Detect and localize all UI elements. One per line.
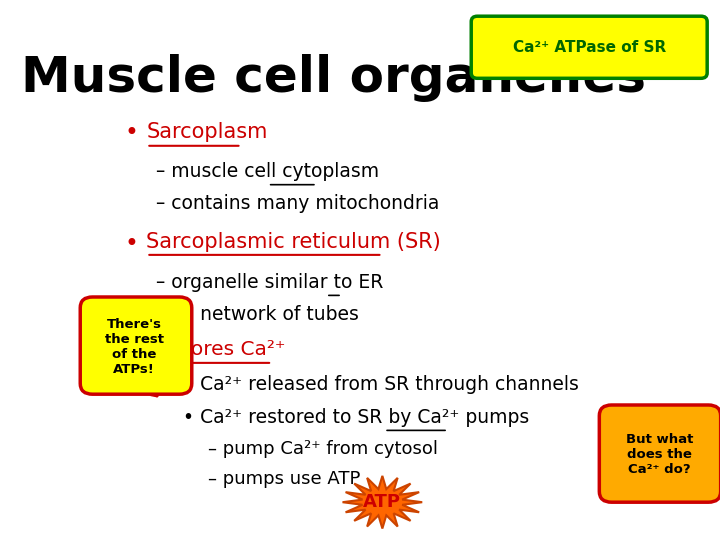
Text: – pumps use ATP: – pumps use ATP bbox=[207, 470, 360, 488]
Text: Sarcoplasm: Sarcoplasm bbox=[146, 122, 268, 141]
Text: •: • bbox=[125, 122, 139, 145]
Text: Ca²⁺ ATPase of SR: Ca²⁺ ATPase of SR bbox=[513, 40, 666, 55]
FancyBboxPatch shape bbox=[471, 16, 707, 78]
Text: •: • bbox=[125, 232, 139, 256]
Text: Sarcoplasmic reticulum (SR): Sarcoplasmic reticulum (SR) bbox=[146, 232, 441, 252]
Text: Muscle cell organelles: Muscle cell organelles bbox=[21, 54, 646, 102]
Text: ATP: ATP bbox=[364, 493, 401, 511]
Text: • Ca²⁺ released from SR through channels: • Ca²⁺ released from SR through channels bbox=[183, 375, 579, 394]
Text: But what
does the
Ca²⁺ do?: But what does the Ca²⁺ do? bbox=[626, 433, 693, 476]
Text: – muscle cell cytoplasm: – muscle cell cytoplasm bbox=[156, 162, 379, 181]
Text: • Ca²⁺ restored to SR by Ca²⁺ pumps: • Ca²⁺ restored to SR by Ca²⁺ pumps bbox=[183, 408, 529, 427]
Text: There's
the rest
of the
ATPs!: There's the rest of the ATPs! bbox=[104, 318, 163, 376]
Text: – contains many mitochondria: – contains many mitochondria bbox=[156, 194, 439, 213]
FancyBboxPatch shape bbox=[80, 297, 192, 394]
Text: • network of tubes: • network of tubes bbox=[183, 305, 359, 324]
FancyBboxPatch shape bbox=[599, 405, 720, 502]
Text: – pump Ca²⁺ from cytosol: – pump Ca²⁺ from cytosol bbox=[207, 440, 438, 458]
Text: – organelle similar to ER: – organelle similar to ER bbox=[156, 273, 383, 292]
Polygon shape bbox=[343, 476, 422, 529]
Text: – stores Ca²⁺: – stores Ca²⁺ bbox=[156, 340, 285, 359]
